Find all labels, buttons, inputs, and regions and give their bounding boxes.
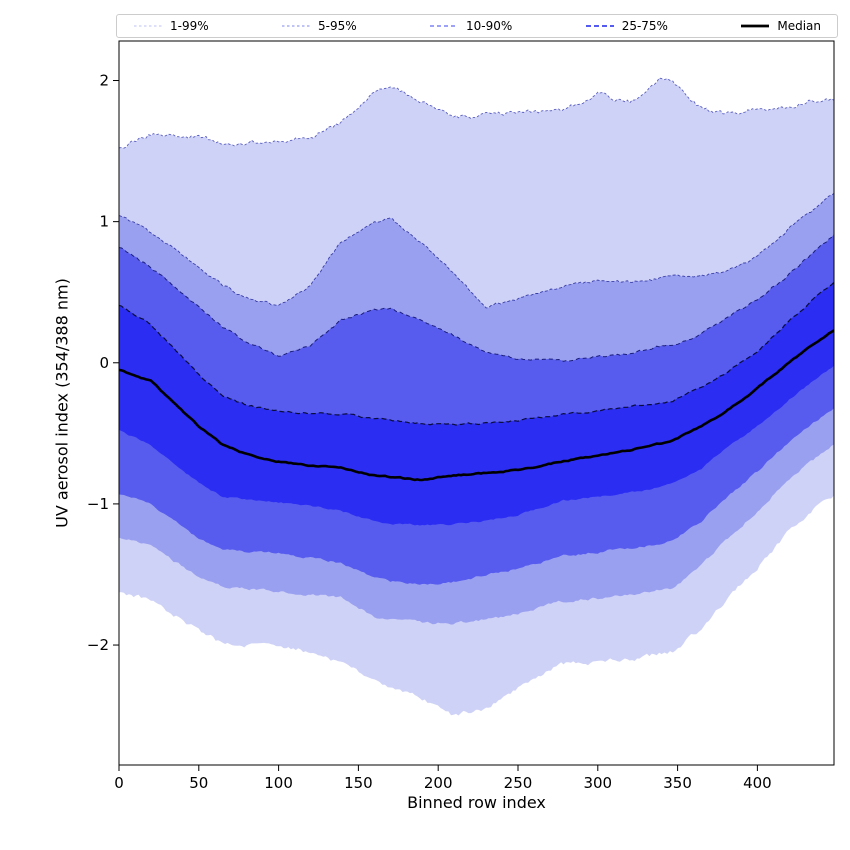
- dashed-line-swatch-icon: [282, 25, 311, 27]
- legend-label: 10-90%: [466, 19, 513, 33]
- y-tick-label: −2: [87, 636, 109, 654]
- percentile-line-p99: [119, 77, 834, 149]
- legend-entry-25-75: 25-75%: [585, 20, 668, 32]
- legend: 1-99% 5-95% 10-90% 25-75% Median: [116, 14, 838, 38]
- percentile-line-p75: [119, 281, 834, 426]
- legend-label: 25-75%: [621, 19, 668, 33]
- legend-label: 1-99%: [170, 19, 209, 33]
- x-tick-label: 250: [504, 774, 533, 792]
- bands-group: [119, 77, 834, 716]
- x-axis-label: Binned row index: [407, 793, 546, 812]
- y-tick-label: −1: [87, 495, 109, 513]
- y-tick-label: 2: [99, 72, 109, 90]
- legend-label: Median: [777, 19, 821, 33]
- dashed-line-swatch-icon: [430, 25, 459, 27]
- x-tick-label: 400: [743, 774, 772, 792]
- dashed-line-swatch-icon: [585, 25, 614, 27]
- x-tick-label: 100: [264, 774, 293, 792]
- solid-line-swatch-icon: [741, 24, 770, 28]
- dashed-line-swatch-icon: [134, 25, 162, 27]
- legend-label: 5-95%: [318, 19, 357, 33]
- y-tick-label: 0: [99, 354, 109, 372]
- x-tick-label: 350: [663, 774, 692, 792]
- plot-frame: [118, 40, 835, 766]
- x-tick-label: 150: [344, 774, 373, 792]
- x-tick-label: 300: [583, 774, 612, 792]
- legend-entry-1-99: 1-99%: [133, 20, 209, 32]
- y-axis-label: UV aerosol index (354/388 nm): [52, 278, 72, 528]
- x-tick-label: 50: [189, 774, 208, 792]
- legend-entry-median: Median: [740, 20, 821, 32]
- x-tick-label: 0: [114, 774, 124, 792]
- percentile-line-p95: [119, 193, 834, 309]
- median-line: [119, 329, 834, 482]
- y-tick-label: 1: [99, 213, 109, 231]
- legend-entry-10-90: 10-90%: [429, 20, 512, 32]
- legend-entry-5-95: 5-95%: [281, 20, 357, 32]
- x-tick-label: 200: [424, 774, 453, 792]
- percentile-line-p90: [119, 234, 834, 362]
